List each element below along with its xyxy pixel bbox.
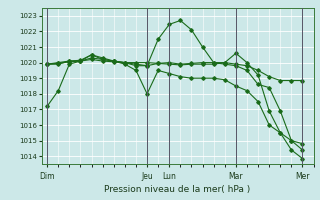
X-axis label: Pression niveau de la mer( hPa ): Pression niveau de la mer( hPa ) xyxy=(104,185,251,194)
